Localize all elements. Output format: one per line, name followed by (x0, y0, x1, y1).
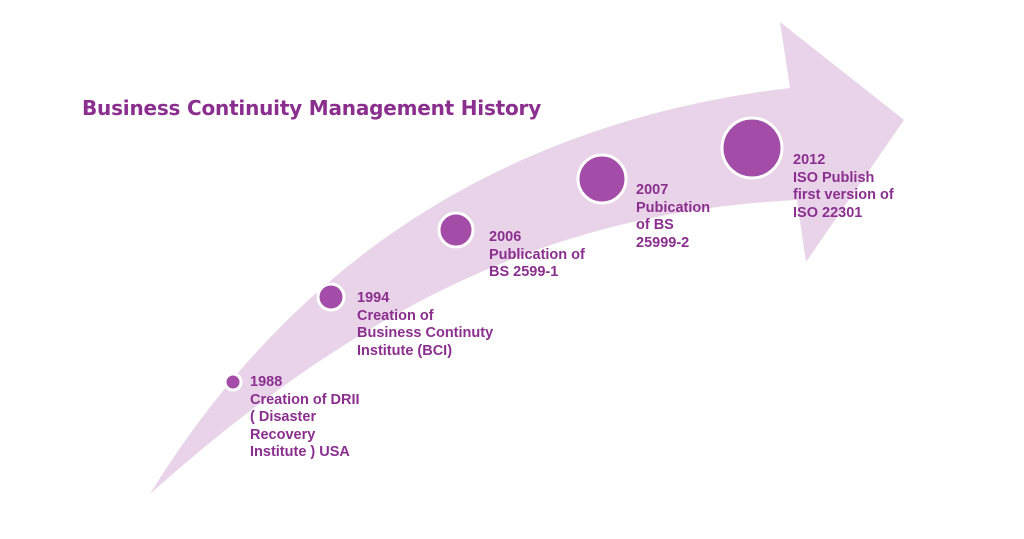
milestone-label-2006: 2006 Publication of BS 2599-1 (489, 229, 585, 282)
milestone-description-line: of BS (636, 217, 674, 233)
milestone-markers (223, 116, 784, 392)
milestone-year: 2007 (636, 182, 669, 198)
milestone-marker-2007 (576, 153, 628, 205)
milestone-description-line: Pubication (636, 199, 711, 216)
milestone-description-line: Publication of (489, 246, 585, 263)
milestone-description-line: 25999-2 (636, 234, 690, 251)
milestone-year: 1988 (250, 374, 283, 390)
milestone-description-line: ISO 22301 (793, 204, 863, 221)
milestone-marker-2012 (720, 116, 784, 180)
milestone-year: 2012 (793, 152, 826, 168)
milestone-year: 2006 (489, 229, 522, 245)
milestone-description-line: Institute (BCI) (357, 342, 453, 359)
milestone-description-line: ( Disaster (250, 409, 317, 425)
milestone-marker-2006 (437, 211, 475, 249)
milestone-description-line: Creation of (357, 307, 434, 324)
curved-arrow-shape (150, 22, 904, 494)
milestone-description-line: BS 2599-1 (489, 264, 559, 280)
milestone-label-2012: 2012 ISO Publish first version of ISO 22301 (793, 152, 894, 222)
milestone-description-line: Creation of DRII (250, 391, 360, 408)
milestone-label-1988: 1988 Creation of DRII( Disaster Recovery In… (250, 374, 360, 462)
milestone-label-1994: 1994 Creation of Business Continuty Institu… (357, 290, 493, 360)
milestone-description-line: first version of (793, 187, 894, 203)
milestone-year: 1994 (357, 290, 390, 306)
milestone-marker-1994 (316, 282, 346, 312)
milestone-description-line: Institute ) USA (250, 444, 350, 460)
milestone-description-line: Business Continuty (357, 325, 494, 341)
diagram-title: Business Continuity Management History (82, 96, 542, 120)
milestone-description-line: Recovery (250, 426, 316, 443)
milestone-description-line: ISO Publish (793, 169, 875, 186)
milestone-label-2007: 2007 Pubication of BS 25999-2 (636, 182, 710, 252)
milestone-marker-1988 (223, 372, 243, 392)
